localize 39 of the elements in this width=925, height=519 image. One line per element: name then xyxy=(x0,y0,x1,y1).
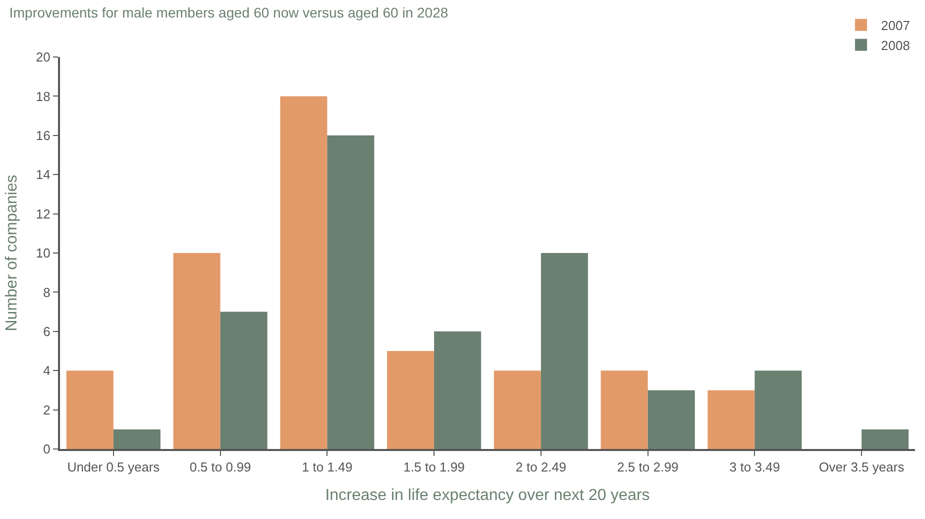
x-tick-label: 0.5 to 0.99 xyxy=(190,460,252,475)
bar xyxy=(220,312,268,449)
x-tick-label: 1.5 to 1.99 xyxy=(403,460,465,475)
y-tick-label: 0 xyxy=(43,442,50,457)
y-tick-label: 4 xyxy=(43,363,50,378)
chart-title: Improvements for male members aged 60 now versus aged 60 in 2028 xyxy=(9,4,448,21)
x-tick-label: 1 to 1.49 xyxy=(302,460,352,475)
bar xyxy=(600,370,648,449)
y-tick-label: 12 xyxy=(36,206,50,222)
y-axis-title: Number of companies xyxy=(3,174,20,332)
bar xyxy=(327,135,374,449)
bar xyxy=(280,96,328,449)
legend-label: 2008 xyxy=(881,38,910,53)
bar xyxy=(540,253,588,449)
bar xyxy=(648,390,695,449)
y-tick-label: 18 xyxy=(36,88,50,104)
bar xyxy=(494,370,541,449)
bar xyxy=(173,253,220,449)
x-axis-title: Increase in life expectancy over next 20 years xyxy=(325,486,650,504)
y-tick-label: 10 xyxy=(36,246,50,261)
x-tick-label: 3 to 3.49 xyxy=(729,460,780,475)
bar xyxy=(66,370,114,449)
y-tick-label: 6 xyxy=(43,324,50,339)
bar xyxy=(862,429,909,449)
bar xyxy=(754,370,802,449)
legend-label: 2007 xyxy=(881,18,910,33)
y-tick-label: 16 xyxy=(36,128,50,143)
bar xyxy=(708,390,755,449)
bar xyxy=(113,429,160,449)
x-tick-label: Under 0.5 years xyxy=(67,460,160,475)
x-tick-label: 2 to 2.49 xyxy=(516,460,566,475)
x-tick-label: Over 3.5 years xyxy=(818,460,905,475)
x-tick-label: 2.5 to 2.99 xyxy=(617,460,679,475)
y-tick-label: 2 xyxy=(43,402,50,418)
y-tick-label: 14 xyxy=(36,167,50,182)
y-tick-label: 8 xyxy=(43,284,50,300)
bar xyxy=(387,351,434,449)
y-tick-label: 20 xyxy=(36,50,50,65)
bar xyxy=(434,331,482,449)
